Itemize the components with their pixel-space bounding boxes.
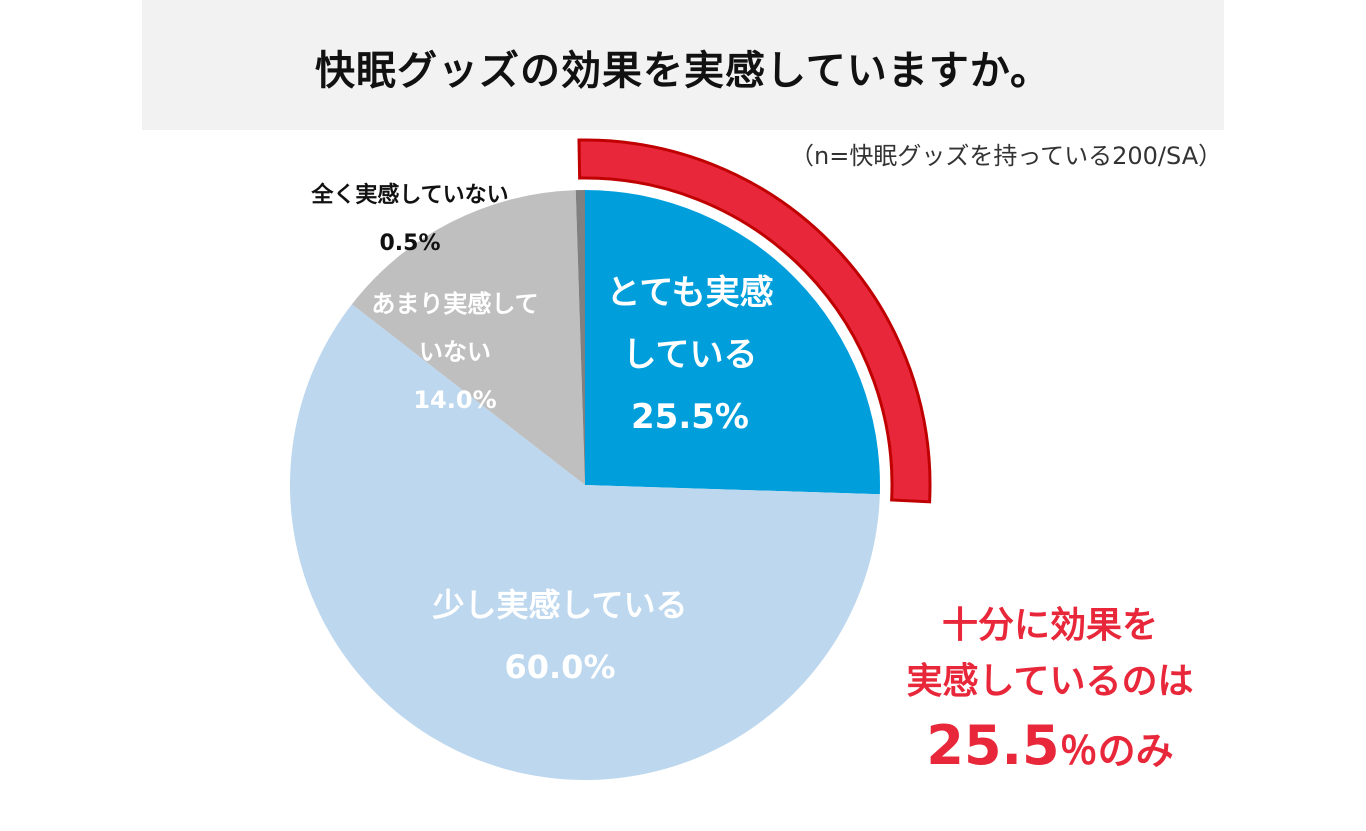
label-not-at-all-line1: 全く実感していない: [311, 183, 509, 208]
callout-line1: 十分に効果を: [941, 605, 1158, 646]
label-not-at-all: 全く実感していない 0.5%: [270, 172, 550, 268]
slice-not-much: [351, 190, 585, 485]
slice-not-at-all: [575, 190, 585, 485]
label-not-much-line2: いない: [419, 338, 491, 366]
label-very-much: とても実感 している 25.5%: [590, 262, 790, 448]
callout-suffix: ％のみ: [1059, 729, 1174, 773]
label-not-much: あまり実感して いない 14.0%: [340, 280, 570, 424]
callout-number: 25.5: [926, 714, 1060, 777]
highlight-arc: [577, 138, 932, 504]
callout-line3: 25.5％のみ: [850, 710, 1250, 795]
label-not-much-value: 14.0%: [413, 386, 497, 414]
label-very-much-line1: とても実感: [606, 273, 774, 313]
callout: 十分に効果を 実感しているのは 25.5％のみ: [850, 598, 1250, 795]
label-a-little-value: 60.0%: [504, 648, 616, 686]
label-not-at-all-value: 0.5%: [379, 231, 441, 256]
title-bar: 快眠グッズの効果を実感していますか。: [142, 0, 1224, 130]
label-a-little-line1: 少し実感している: [432, 586, 688, 624]
sample-note: （n=快眠グッズを持っている200/SA）: [790, 142, 1223, 170]
label-very-much-value: 25.5%: [631, 397, 749, 437]
label-not-much-line1: あまり実感して: [371, 290, 539, 318]
chart-title: 快眠グッズの効果を実感していますか。: [315, 48, 1051, 94]
label-very-much-line2: している: [622, 335, 758, 375]
label-a-little: 少し実感している 60.0%: [380, 574, 740, 698]
slice-a-little: [289, 304, 880, 780]
callout-line2: 実感しているのは: [906, 661, 1194, 702]
slice-very-much: [585, 190, 881, 495]
